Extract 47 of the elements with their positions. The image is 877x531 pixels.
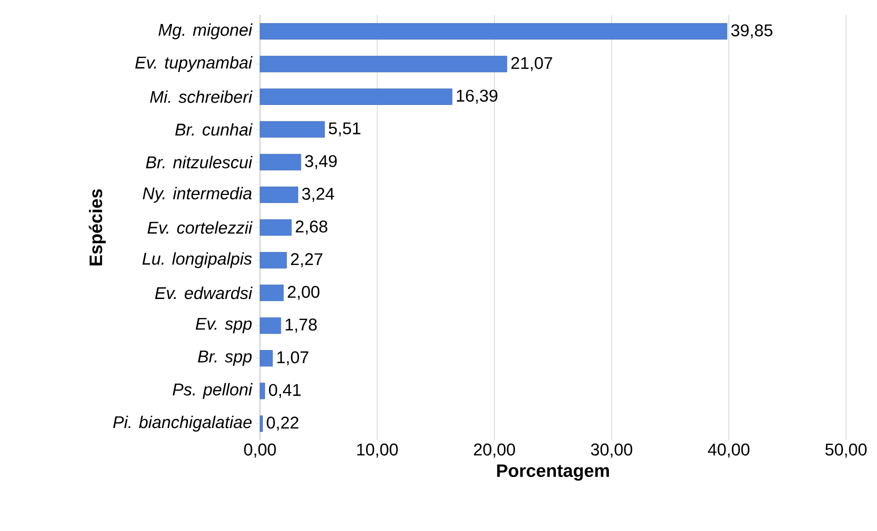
y-tick-label: Ev. spp: [196, 318, 252, 334]
bar: [260, 382, 266, 400]
y-tick-label: Ev. tupynambai: [135, 56, 253, 72]
data-label: 2,00: [288, 286, 320, 300]
data-label: 21,07: [511, 57, 552, 72]
y-tick-label: Br. cunhai: [175, 123, 253, 136]
y-tick-label: Mg. migonei: [158, 23, 253, 40]
bar: [260, 219, 292, 236]
y-tick-label: Br. spp: [198, 350, 252, 366]
bar: [260, 154, 302, 170]
data-label: 1,78: [286, 318, 317, 333]
y-tick-label: Ps. pelloni: [172, 383, 253, 399]
bar: [260, 121, 325, 138]
bar: [260, 56, 508, 72]
data-label: 0,22: [266, 416, 298, 431]
bar: [260, 350, 273, 366]
data-label: 2,68: [296, 220, 328, 235]
data-label: 3,49: [305, 155, 337, 170]
y-tick-label: Mi. schreiberi: [150, 90, 253, 103]
bar: [260, 415, 263, 432]
data-label: 1,07: [277, 351, 308, 366]
data-label: 0,41: [269, 384, 301, 398]
x-tick-label: 20,00: [474, 444, 516, 458]
y-tick-label: Ev. edwardsi: [155, 286, 253, 300]
x-tick-label: 0,00: [244, 444, 276, 458]
y-tick-label: Pi. bianchigalatiae: [113, 416, 252, 432]
x-tick-label: 10,00: [357, 444, 398, 458]
y-axis-title: Espécies: [88, 189, 106, 266]
x-tick-label: 40,00: [708, 444, 750, 458]
y-tick-label: Lu. longipalpis: [142, 252, 252, 268]
bar: [260, 317, 282, 334]
bar: [260, 23, 728, 40]
y-tick-label: Ny. intermedia: [142, 186, 252, 203]
bar: [260, 186, 298, 204]
bar: [260, 88, 452, 105]
data-label: 2,27: [291, 253, 322, 268]
bar: [260, 252, 287, 268]
data-label: 3,24: [302, 188, 334, 202]
data-label: 5,51: [328, 122, 360, 136]
x-tick-label: 30,00: [590, 444, 632, 458]
x-tick-label: 50,00: [825, 444, 867, 458]
data-label: 16,39: [456, 90, 498, 104]
y-tick-label: Ev. cortelezzii: [148, 221, 253, 234]
y-tick-label: Br. nitzulescui: [146, 156, 253, 168]
bar: [260, 284, 284, 302]
data-label: 39,85: [731, 24, 772, 38]
x-axis-title: Porcentagem: [497, 464, 609, 481]
